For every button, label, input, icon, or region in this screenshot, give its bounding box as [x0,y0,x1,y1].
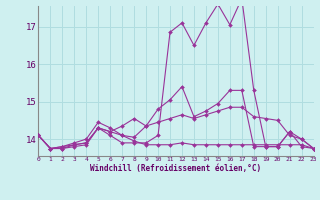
X-axis label: Windchill (Refroidissement éolien,°C): Windchill (Refroidissement éolien,°C) [91,164,261,173]
